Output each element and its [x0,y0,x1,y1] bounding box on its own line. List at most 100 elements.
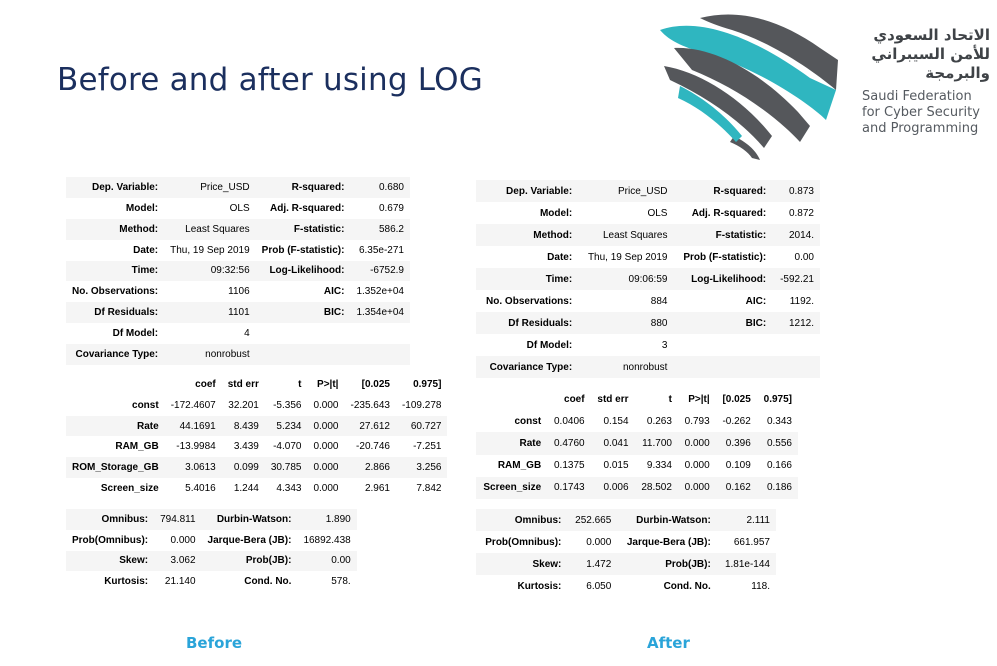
row-label [673,334,773,356]
cell-value [772,356,820,378]
cell-value: 0.000 [307,394,345,416]
row-label: Screen_size [66,478,165,499]
cell-value: 0.099 [221,457,265,479]
cell-value: -20.746 [344,436,396,458]
table-row: Df Model: 4 [66,323,410,344]
row-label: Durbin-Watson: [617,509,717,531]
table-row: Kurtosis: 6.050 Cond. No. 118. [476,575,776,597]
cell-value: OLS [578,202,674,224]
row-label: Prob(Omnibus): [476,531,568,553]
cell-value: -7.251 [395,436,448,458]
row-label: Date: [476,246,579,268]
row-label: Df Model: [66,323,165,344]
table-row: Dep. Variable: Price_USD R-squared: 0.873 [476,180,820,202]
cell-value: 586.2 [350,218,410,240]
cell-value: 44.1691 [164,415,222,437]
cell-value: 0.006 [590,476,635,499]
logo-arabic-line: للأمن السيبراني [871,45,990,63]
after-model-summary-table: Dep. Variable: Price_USD R-squared: 0.873 Mo… [476,180,820,378]
cell-value: 9.334 [634,454,678,477]
row-label: Kurtosis: [476,575,568,597]
cell-value: 884 [578,290,674,312]
cell-value: 0.186 [756,476,798,499]
table-row: Dep. Variable: Price_USD R-squared: 0.680 [66,177,410,198]
table-row: Df Model: 3 [476,334,820,356]
cell-value: 1.472 [567,553,618,575]
row-label: No. Observations: [66,281,165,303]
row-label: AIC: [255,281,351,303]
cell-value: 5.234 [264,415,308,437]
column-header: std err [221,374,265,395]
row-label: Prob(JB): [201,550,298,572]
cell-value: -0.262 [715,410,757,433]
cell-value: 60.727 [395,415,448,437]
table-row: const -172.4607 32.201 -5.356 0.000 -235.643-… [66,394,448,416]
saudi-federation-logo-icon [660,14,838,160]
cell-value: 1.354e+04 [350,302,410,324]
cell-value: -592.21 [772,268,820,290]
row-label: Time: [476,268,579,290]
cell-value: nonrobust [164,344,256,365]
after-diagnostics-table: Omnibus: 252.665 Durbin-Watson: 2.111 Prob(O… [476,509,776,597]
row-label: Covariance Type: [66,344,165,365]
row-label: Omnibus: [66,509,155,530]
cell-value: 0.1375 [547,454,591,477]
cell-value: 0.873 [772,180,820,202]
row-label: Rate [66,415,165,437]
row-label: ROM_Storage_GB [66,457,165,479]
row-label [255,323,351,344]
table-row: Model: OLS Adj. R-squared: 0.872 [476,202,820,224]
cell-value: 0.000 [567,531,618,553]
logo-english-line: Saudi Federation [862,89,972,104]
column-header: coef [164,374,222,395]
cell-value: -4.070 [264,436,308,458]
cell-value: 3.256 [395,457,448,479]
table-row: Covariance Type: nonrobust [476,356,820,378]
cell-value: Thu, 19 Sep 2019 [164,239,256,261]
cell-value: 1106 [164,281,256,303]
cell-value: 0.041 [590,432,635,455]
table-row: Rate 44.1691 8.439 5.234 0.000 27.612 60.727 [66,415,448,437]
cell-value: 1.352e+04 [350,281,410,303]
cell-value [350,344,410,365]
cell-value: 3.439 [221,436,265,458]
table-row: Model: OLS Adj. R-squared: 0.679 [66,197,410,219]
table-row: Omnibus: 794.811 Durbin-Watson: 1.890 [66,509,357,530]
table-row: Rate 0.4760 0.041 11.700 0.000 0.396 0.556 [476,432,798,455]
table-row: Time: 09:32:56 Log-Likelihood: -6752.9 [66,260,410,282]
cell-value: 4 [164,323,256,344]
cell-value: 0.162 [715,476,757,499]
row-label: Model: [66,197,165,219]
table-row: Prob(Omnibus): 0.000 Jarque-Bera (JB): 1689… [66,529,357,551]
cell-value: 1192. [772,290,820,312]
row-label: Date: [66,239,165,261]
cell-value: 0.109 [715,454,757,477]
cell-value: 0.680 [350,177,410,198]
cell-value: 2.866 [344,457,396,479]
cell-value: Price_USD [164,177,256,198]
table-row: Time: 09:06:59 Log-Likelihood: -592.21 [476,268,820,290]
row-label: Prob(Omnibus): [66,529,155,551]
column-header: [0.025 [715,388,757,411]
table-row: Covariance Type: nonrobust [66,344,410,365]
cell-value: -172.4607 [164,394,222,416]
row-label: Log-Likelihood: [673,268,773,290]
row-label: Time: [66,260,165,282]
row-label: F-statistic: [673,224,773,246]
cell-value: 16892.438 [297,529,357,551]
table-row: Method: Least Squares F-statistic: 586.2 [66,218,410,240]
cell-value: Price_USD [578,180,674,202]
after-caption: After [647,634,690,652]
row-label: RAM_GB [476,454,548,477]
table-row: RAM_GB 0.1375 0.015 9.334 0.000 0.109 0.166 [476,454,798,477]
row-label: F-statistic: [255,218,351,240]
cell-value: 0.396 [715,432,757,455]
row-label: const [476,410,548,433]
cell-value: 5.4016 [164,478,222,499]
cell-value: 8.439 [221,415,265,437]
cell-value: 252.665 [567,509,618,531]
row-label: Method: [66,218,165,240]
row-label: Jarque-Bera (JB): [617,531,717,553]
row-label: const [66,394,165,416]
column-header: 0.975] [395,374,448,395]
